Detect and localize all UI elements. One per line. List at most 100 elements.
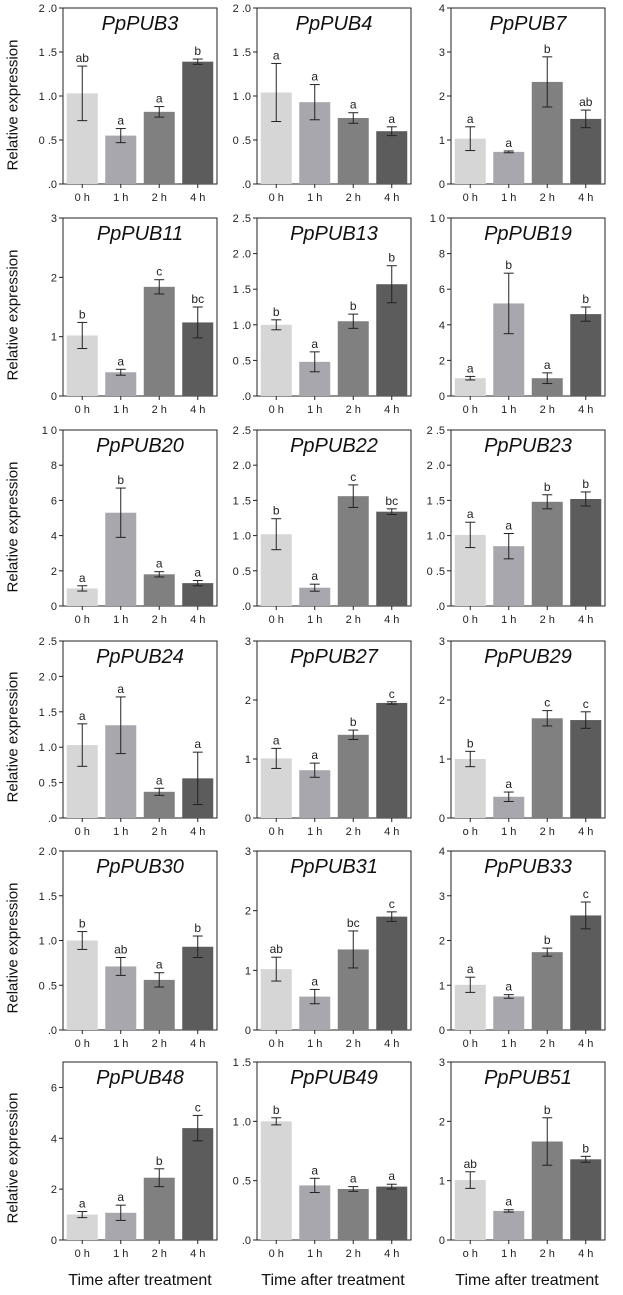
x-tick-label: 2 h <box>152 1248 167 1260</box>
significance-letter: a <box>467 112 474 126</box>
y-tick-label: 3 <box>245 846 251 858</box>
bar <box>376 916 408 1030</box>
bar <box>260 324 292 396</box>
plot-frame <box>256 217 412 397</box>
y-tick-label: 1 .0 <box>39 936 57 948</box>
y-tick-label: 1 <box>439 754 445 766</box>
bar <box>337 1188 369 1240</box>
y-tick-label: 3 <box>439 1057 445 1069</box>
y-tick-label: 0 .5 <box>39 980 57 992</box>
y-tick-label: 1 <box>439 135 445 147</box>
y-tick-label: 4 <box>439 3 445 15</box>
significance-letter: a <box>467 507 474 521</box>
y-tick-label: 0 .5 <box>233 566 251 578</box>
x-tick-label: 1 h <box>501 1038 516 1050</box>
y-tick-label: 2 <box>51 1184 57 1196</box>
x-tick-label: 2 h <box>540 404 555 416</box>
plot-frame <box>256 640 412 819</box>
x-tick-label: o h <box>463 1248 478 1260</box>
significance-letter: a <box>194 565 201 579</box>
y-tick-label: 6 <box>51 1082 57 1094</box>
x-tick-label: 4 h <box>384 614 399 626</box>
significance-letter: b <box>544 1103 551 1117</box>
plot-frame <box>62 217 218 397</box>
y-tick-label: 2 .5 <box>427 425 445 437</box>
chart-title: PpPUB49 <box>290 1067 378 1089</box>
bar <box>182 946 214 1030</box>
significance-letter: a <box>117 1190 124 1204</box>
significance-letter: b <box>273 1103 280 1117</box>
bar <box>66 1214 98 1240</box>
significance-letter: b <box>117 473 124 487</box>
x-tick-label: 4 h <box>190 826 205 838</box>
significance-letter: c <box>156 265 162 279</box>
y-tick-label: 1 <box>439 1176 445 1188</box>
bar <box>143 1177 175 1240</box>
y-tick-label: 0 <box>439 179 445 191</box>
plot-frame <box>62 640 218 819</box>
y-tick-label: 1 .5 <box>233 284 251 296</box>
chart-title: PpPUB13 <box>290 223 378 245</box>
x-tick-label: 2 h <box>346 404 361 416</box>
x-tick-label: 4 h <box>190 1038 205 1050</box>
x-tick-label: 2 h <box>540 192 555 204</box>
x-tick-label: 1 h <box>501 826 516 838</box>
y-tick-label: 3 <box>439 47 445 59</box>
significance-letter: a <box>156 557 163 571</box>
y-tick-label: 0 <box>51 1235 57 1247</box>
x-tick-label: 4 h <box>578 826 593 838</box>
bar <box>182 61 214 184</box>
significance-letter: b <box>544 480 551 494</box>
y-tick-label: 0 <box>51 391 57 403</box>
x-tick-label: 0 h <box>463 192 478 204</box>
chart-title: PpPUB20 <box>96 435 184 457</box>
y-tick-label: 1 0 <box>42 425 57 437</box>
x-tick-label: 4 h <box>384 192 399 204</box>
y-tick-label: 2 .5 <box>39 636 57 648</box>
x-tick-label: 2 h <box>540 614 555 626</box>
y-tick-label: 1 .0 <box>427 531 445 543</box>
x-tick-label: 1 h <box>501 404 516 416</box>
x-tick-label: 1 h <box>307 826 322 838</box>
x-tick-label: 0 h <box>75 1248 90 1260</box>
chart-title: PpPUB30 <box>96 856 184 878</box>
bar <box>376 702 408 818</box>
bar <box>376 1186 408 1240</box>
y-tick-label: 2 .0 <box>39 846 57 858</box>
bar <box>493 151 525 184</box>
x-tick-label: 2 h <box>346 826 361 838</box>
x-tick-label: 2 h <box>152 826 167 838</box>
significance-letter: b <box>79 307 86 321</box>
chart-title: PpPUB3 <box>102 13 179 35</box>
y-tick-label: 1 .5 <box>233 495 251 507</box>
y-tick-label: 1 .5 <box>427 495 445 507</box>
chart-title: PpPUB27 <box>290 646 379 668</box>
x-axis-label-col-1: Time after treatment <box>68 1272 212 1289</box>
x-tick-label: 2 h <box>540 826 555 838</box>
significance-letter: a <box>117 682 124 696</box>
y-tick-label: 0 .5 <box>39 135 57 147</box>
chart-title: PpPUB7 <box>490 13 568 35</box>
x-tick-label: 1 h <box>501 614 516 626</box>
y-tick-label: 3 <box>51 213 57 225</box>
bar <box>531 718 563 818</box>
y-tick-label: 2 <box>439 936 445 948</box>
bar <box>143 574 175 606</box>
chart-title: PpPUB23 <box>484 435 572 457</box>
significance-letter: c <box>389 687 395 701</box>
y-tick-label: 1 .0 <box>233 91 251 103</box>
bar <box>570 1159 602 1240</box>
x-tick-label: 2 h <box>152 1038 167 1050</box>
bar <box>105 135 137 184</box>
y-tick-label: 1 .0 <box>39 742 57 754</box>
bar <box>570 915 602 1030</box>
y-tick-label: 1 <box>51 332 57 344</box>
significance-letter: a <box>117 354 124 368</box>
y-tick-label: 1 .0 <box>233 320 251 332</box>
y-tick-label: 2 <box>245 906 251 918</box>
x-tick-label: 4 h <box>578 192 593 204</box>
significance-letter: b <box>544 42 551 56</box>
bar <box>299 587 331 606</box>
significance-letter: c <box>350 470 356 484</box>
chart-title: PpPUB31 <box>290 856 378 878</box>
